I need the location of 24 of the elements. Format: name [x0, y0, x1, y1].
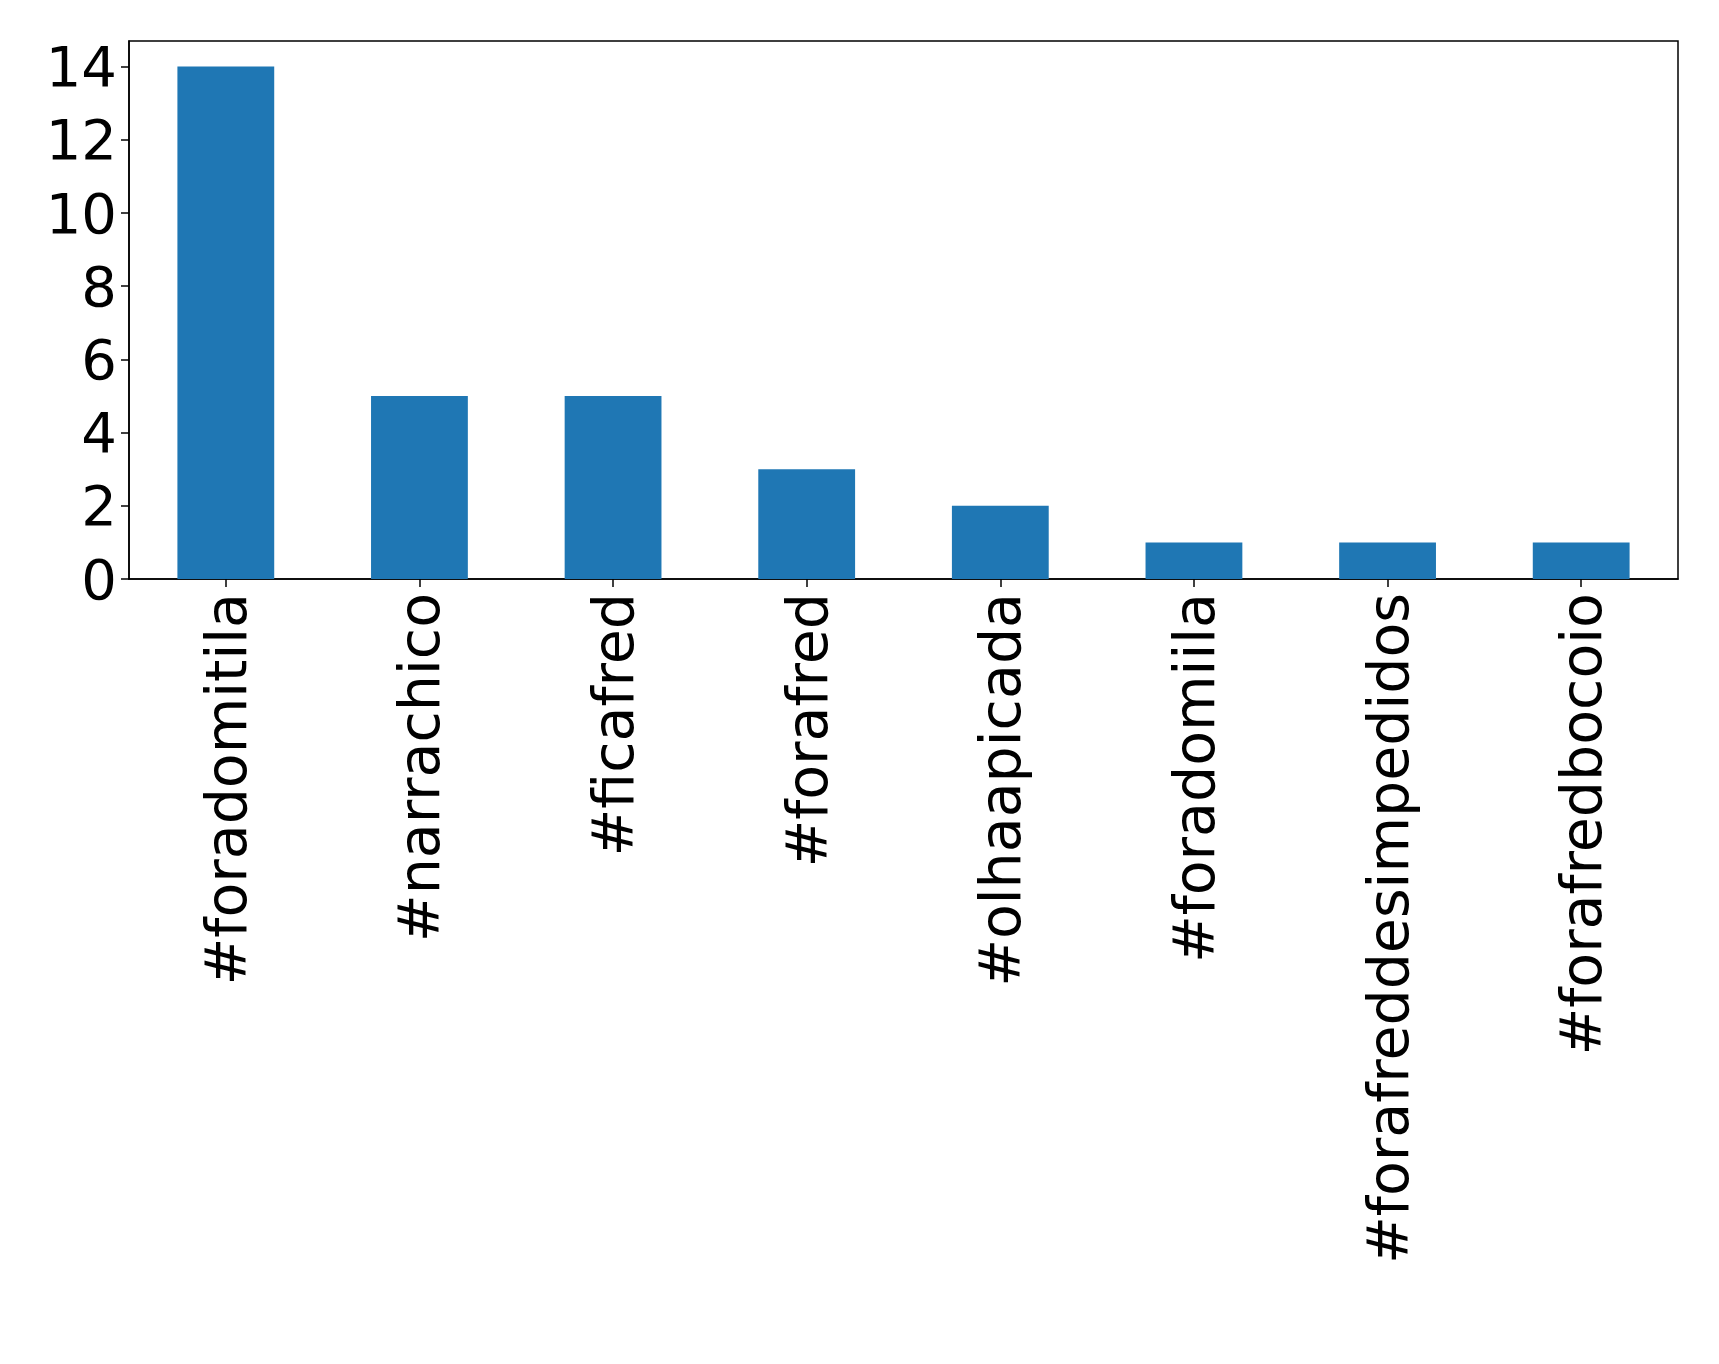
x-tick-label: #ficafred — [580, 593, 647, 857]
y-tick-label: 10 — [45, 180, 117, 246]
x-tick-label: #foradomiila — [1160, 593, 1227, 964]
bar — [371, 396, 468, 579]
x-tick-label: #foradomitila — [192, 593, 259, 986]
bar — [758, 469, 856, 579]
x-tick-label: #forafred — [773, 593, 840, 868]
bar — [177, 66, 275, 579]
bar — [1532, 542, 1630, 579]
bar — [1145, 542, 1243, 579]
x-tick-label: #forafreddesimpedidos — [1354, 593, 1421, 1264]
y-tick-label: 14 — [45, 34, 117, 100]
x-tick-label: #forafredbocoio — [1548, 593, 1615, 1056]
y-tick-label: 0 — [81, 546, 117, 612]
bar — [951, 505, 1049, 579]
y-tick-label: 4 — [81, 400, 117, 466]
bar — [1339, 542, 1436, 579]
y-tick-label: 12 — [45, 107, 117, 173]
y-tick-label: 6 — [81, 326, 117, 392]
x-tick-label: #narrachico — [386, 593, 453, 943]
y-tick-label: 8 — [81, 253, 117, 319]
bar — [564, 396, 662, 579]
y-tick-label: 2 — [81, 473, 117, 539]
x-tick-label: #olhaapicada — [967, 593, 1034, 987]
